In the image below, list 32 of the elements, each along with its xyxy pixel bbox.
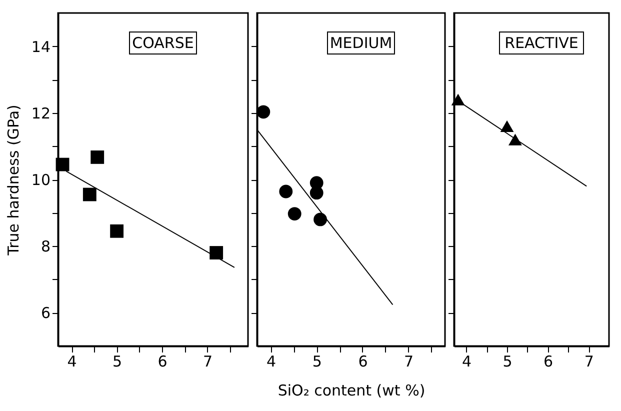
y-tick-label: 10 bbox=[31, 171, 50, 189]
point bbox=[82, 188, 96, 202]
point bbox=[110, 224, 124, 238]
x-tick-label: 4 bbox=[462, 352, 472, 370]
x-tick-label: 5 bbox=[502, 352, 512, 370]
text: COARSE bbox=[132, 34, 194, 52]
point bbox=[288, 207, 302, 220]
x-axis-title: SiO₂ content (wt %) bbox=[278, 382, 426, 400]
x-tick-label: 6 bbox=[158, 352, 168, 370]
point bbox=[56, 158, 70, 172]
x-tick-label: 7 bbox=[404, 352, 414, 370]
point bbox=[314, 212, 327, 226]
x-tick-label: 6 bbox=[544, 352, 554, 370]
x-tick-label: 6 bbox=[358, 352, 368, 370]
text: MEDIUM bbox=[330, 34, 392, 52]
y-tick-label: 14 bbox=[31, 38, 50, 56]
point bbox=[279, 184, 293, 198]
y-tick-label: 12 bbox=[31, 104, 50, 122]
y-tick-label: 6 bbox=[40, 304, 50, 322]
x-tick-label: 5 bbox=[112, 352, 122, 370]
x-tick-label: 4 bbox=[67, 352, 77, 370]
point bbox=[310, 186, 324, 200]
x-tick-label: 4 bbox=[266, 352, 276, 370]
y-tick-label: 8 bbox=[40, 238, 50, 256]
point bbox=[90, 150, 104, 164]
point bbox=[256, 105, 270, 119]
x-tick-label: 5 bbox=[312, 352, 322, 370]
x-tick-label: 7 bbox=[584, 352, 594, 370]
x-tick-label: 7 bbox=[203, 352, 213, 370]
text: REACTIVE bbox=[504, 34, 578, 52]
y-axis-title: True hardness (GPa) bbox=[4, 104, 22, 256]
point bbox=[210, 246, 224, 260]
